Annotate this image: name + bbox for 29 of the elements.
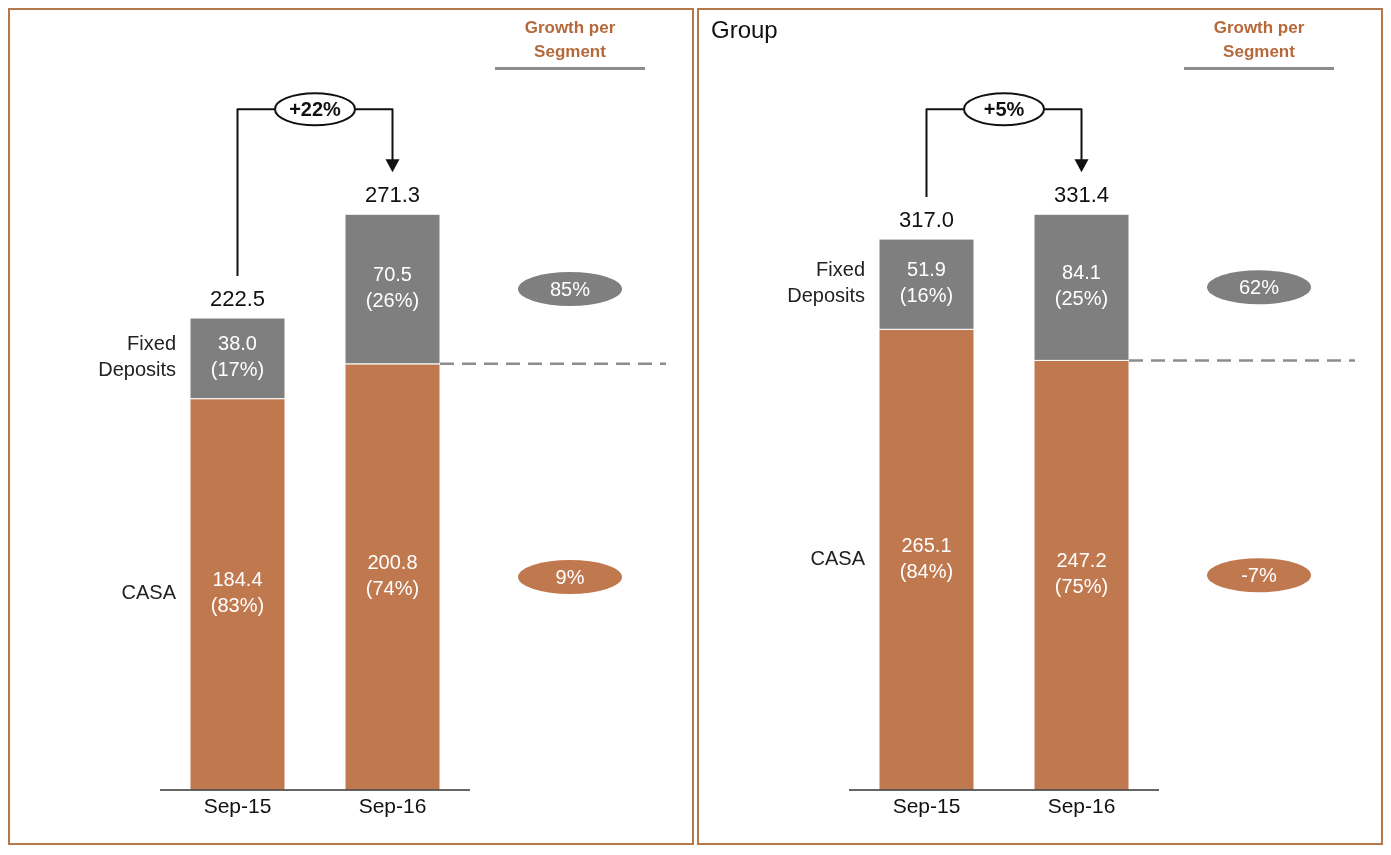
data-label: 265.1 (84%) xyxy=(899,533,954,582)
text: +22% xyxy=(289,98,342,121)
series-label: CASA xyxy=(810,546,866,569)
data-label: 38.0 (17%) xyxy=(210,332,265,381)
data-label: 51.9 (16%) xyxy=(899,258,954,307)
total-label: 331.4 xyxy=(1053,182,1110,208)
text: -7% xyxy=(1241,564,1277,587)
text: 62% xyxy=(1238,276,1280,299)
data-label: 247.2 (75%) xyxy=(1054,549,1109,598)
series-label: CASA xyxy=(121,581,177,604)
x-tick-label: Sep-15 xyxy=(892,793,961,817)
data-label: 184.4 (83%) xyxy=(210,568,265,617)
total-label: 271.3 xyxy=(364,182,421,208)
x-tick-label: Sep-16 xyxy=(358,793,427,817)
text: +5% xyxy=(983,98,1025,121)
text: Growth per Segment xyxy=(1184,16,1334,70)
data-label: 84.1 (25%) xyxy=(1054,261,1109,310)
data-label: 200.8 (74%) xyxy=(365,551,420,600)
x-tick-label: Sep-16 xyxy=(1047,793,1116,817)
text: 9% xyxy=(555,565,585,588)
total-label: 317.0 xyxy=(898,207,955,233)
chart-title: Group xyxy=(711,16,778,44)
text: 85% xyxy=(549,278,591,301)
text: Growth per Segment xyxy=(495,16,645,70)
total-label: 222.5 xyxy=(209,286,266,312)
series-label: Fixed Deposits xyxy=(787,258,865,307)
series-label: Fixed Deposits xyxy=(98,332,176,381)
x-tick-label: Sep-15 xyxy=(203,793,272,817)
data-label: 70.5 (26%) xyxy=(365,263,420,312)
